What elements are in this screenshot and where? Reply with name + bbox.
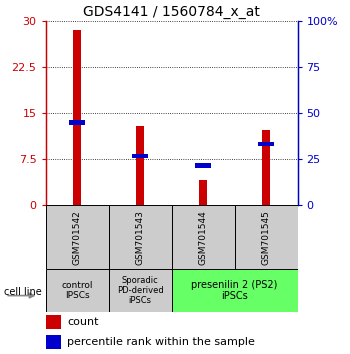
Bar <box>69 120 85 125</box>
Bar <box>172 269 298 312</box>
Bar <box>234 205 298 269</box>
Text: cell line: cell line <box>4 287 41 297</box>
Bar <box>195 163 211 167</box>
Bar <box>262 130 270 205</box>
Bar <box>46 335 61 348</box>
Bar <box>46 269 108 312</box>
Text: count: count <box>67 317 99 327</box>
Text: control
IPSCs: control IPSCs <box>61 281 93 300</box>
Bar <box>46 315 61 329</box>
Bar <box>199 179 207 205</box>
Bar <box>258 142 274 146</box>
Bar <box>73 30 81 205</box>
Text: GSM701544: GSM701544 <box>198 210 208 264</box>
Bar <box>46 205 108 269</box>
Bar <box>108 269 172 312</box>
Text: GSM701542: GSM701542 <box>72 210 82 264</box>
Bar <box>108 205 172 269</box>
Text: GSM701545: GSM701545 <box>261 210 271 265</box>
Title: GDS4141 / 1560784_x_at: GDS4141 / 1560784_x_at <box>83 5 260 19</box>
Text: Sporadic
PD-derived
iPSCs: Sporadic PD-derived iPSCs <box>117 276 163 305</box>
Text: GSM701543: GSM701543 <box>135 210 145 265</box>
Text: percentile rank within the sample: percentile rank within the sample <box>67 337 255 347</box>
Bar <box>132 154 148 158</box>
Bar <box>136 126 144 205</box>
Text: presenilin 2 (PS2)
iPSCs: presenilin 2 (PS2) iPSCs <box>191 280 278 301</box>
Bar <box>172 205 234 269</box>
